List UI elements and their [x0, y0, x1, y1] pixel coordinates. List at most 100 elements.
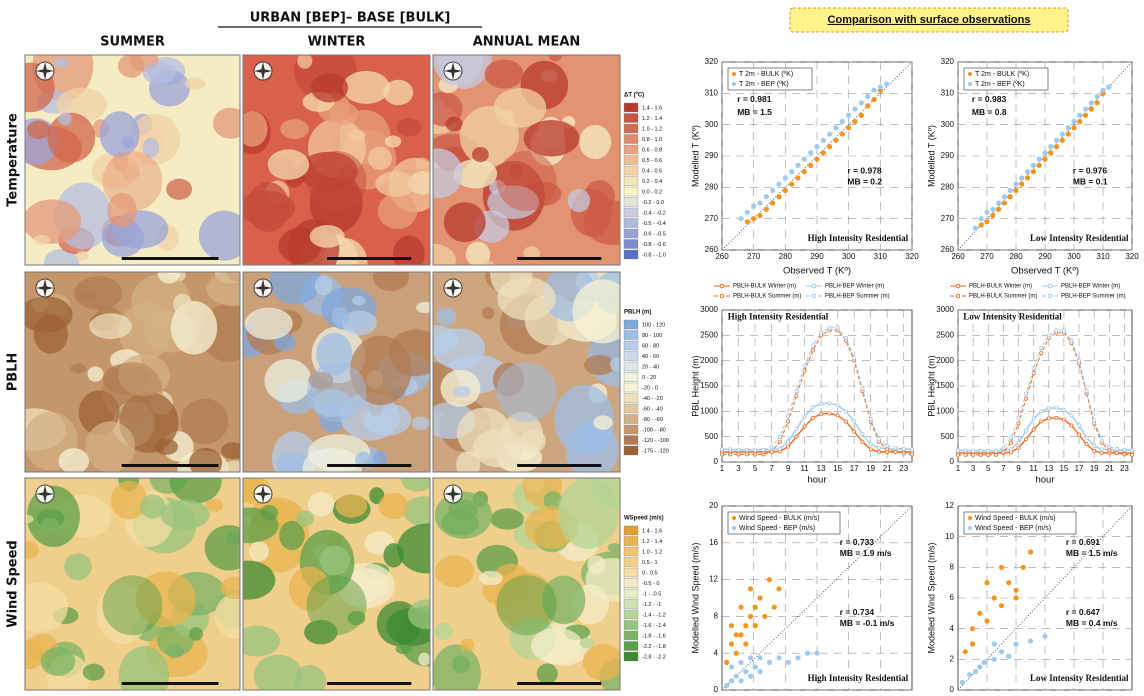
line-marker — [1047, 417, 1050, 420]
map-patch — [435, 622, 453, 640]
y-tick-label: 12 — [945, 501, 954, 510]
line-marker — [877, 450, 880, 453]
map-patch — [352, 296, 365, 306]
map-patch — [482, 307, 494, 319]
line-marker — [836, 326, 839, 329]
legend-swatch — [624, 198, 638, 207]
line-marker — [720, 453, 723, 456]
x-tick-label: 11 — [800, 464, 809, 473]
map-center — [497, 575, 557, 635]
x-tick-label: 290 — [1038, 252, 1052, 261]
y-tick-label: 1500 — [936, 381, 954, 390]
point — [852, 119, 857, 124]
map — [219, 465, 457, 696]
point — [1077, 113, 1082, 118]
x-tick-label: 270 — [747, 252, 761, 261]
scale-bar — [517, 682, 601, 685]
point — [1095, 94, 1100, 99]
line-marker — [1062, 418, 1065, 421]
line-marker — [987, 453, 990, 456]
point — [963, 649, 968, 654]
line-marker — [1009, 436, 1012, 439]
y-tick-label: 6 — [950, 593, 955, 602]
point — [859, 113, 864, 118]
legend-title: PBLH (m) — [624, 310, 651, 316]
point — [990, 207, 995, 212]
point — [734, 651, 739, 656]
point — [743, 623, 748, 628]
line-marker — [894, 446, 897, 449]
map — [3, 261, 262, 487]
line-marker — [964, 453, 967, 456]
legend-swatch — [624, 352, 638, 361]
point — [776, 655, 781, 660]
legend-label: PBLH-BEP Summer (m) — [825, 294, 890, 300]
point — [770, 200, 775, 205]
point — [738, 605, 743, 610]
y-tick-label: 320 — [705, 57, 719, 66]
point — [738, 216, 743, 221]
legend-label: T 2m - BEP (ºK) — [739, 81, 789, 88]
line-marker — [910, 453, 913, 456]
point — [748, 586, 753, 591]
legend-label: Wind Speed - BEP (m/s) — [975, 525, 1051, 532]
x-tick-label: 3 — [971, 464, 976, 473]
x-axis-title: Observed T (Kº) — [783, 266, 851, 277]
legend-label: PBLH-BULK Winter (m) — [969, 284, 1032, 290]
line-marker — [1093, 449, 1096, 452]
map-patch — [310, 225, 345, 248]
point — [865, 94, 870, 99]
point — [748, 655, 753, 660]
line-marker — [828, 326, 831, 329]
line-marker — [1032, 428, 1035, 431]
line-marker — [795, 435, 798, 438]
point — [827, 144, 832, 149]
map-patch — [199, 211, 250, 261]
legend-marker — [720, 284, 724, 288]
map-patch — [140, 495, 165, 519]
y-tick-label: 280 — [705, 182, 719, 191]
column-header: ANNUAL MEAN — [473, 35, 581, 50]
map-patch — [315, 275, 332, 295]
legend-label: PBLH-BULK Winter (m) — [733, 284, 796, 290]
line-marker — [1077, 424, 1080, 427]
point — [1006, 580, 1011, 585]
point — [967, 672, 972, 677]
point — [827, 131, 832, 136]
line-marker — [1085, 389, 1088, 392]
point — [786, 660, 791, 665]
line-marker — [720, 448, 723, 451]
point — [808, 150, 813, 155]
stat-annotation: MB = 0.2 — [847, 177, 882, 187]
x-tick-label: 19 — [1090, 464, 1099, 473]
legend-swatch — [624, 331, 638, 340]
y-tick-label: 2500 — [936, 330, 954, 339]
point — [753, 605, 758, 610]
legend-swatch — [624, 537, 638, 546]
point — [999, 565, 1004, 570]
x-tick-label: 17 — [850, 464, 859, 473]
legend-swatch — [624, 436, 638, 445]
panel-label: High Intensity Residential — [808, 233, 909, 243]
x-tick-label: 9 — [786, 464, 791, 473]
legend-label: -1.6 - -1.4 — [642, 623, 666, 629]
line-marker — [795, 389, 798, 392]
point — [1037, 163, 1042, 168]
point — [996, 200, 1001, 205]
line-marker — [1108, 449, 1111, 452]
line-marker — [1055, 329, 1058, 332]
line-marker — [844, 410, 847, 413]
legend-label: 1.0 - 1.2 — [642, 549, 662, 555]
stat-annotation: r = 0.978 — [847, 165, 882, 175]
y-tick-label: 290 — [705, 151, 719, 160]
legend-label: PBLH-BULK Summer (m) — [733, 294, 801, 300]
map-patch — [41, 518, 59, 532]
map-center — [103, 575, 163, 635]
panel-label: High Intensity Residential — [728, 312, 829, 322]
legend-label: PBLH-BEP Summer (m) — [1061, 294, 1126, 300]
line-marker — [1085, 443, 1088, 446]
point — [1013, 641, 1018, 646]
line-marker — [1009, 441, 1012, 444]
line-marker — [770, 450, 773, 453]
legend-label: 1.2 - 1.4 — [642, 116, 662, 122]
